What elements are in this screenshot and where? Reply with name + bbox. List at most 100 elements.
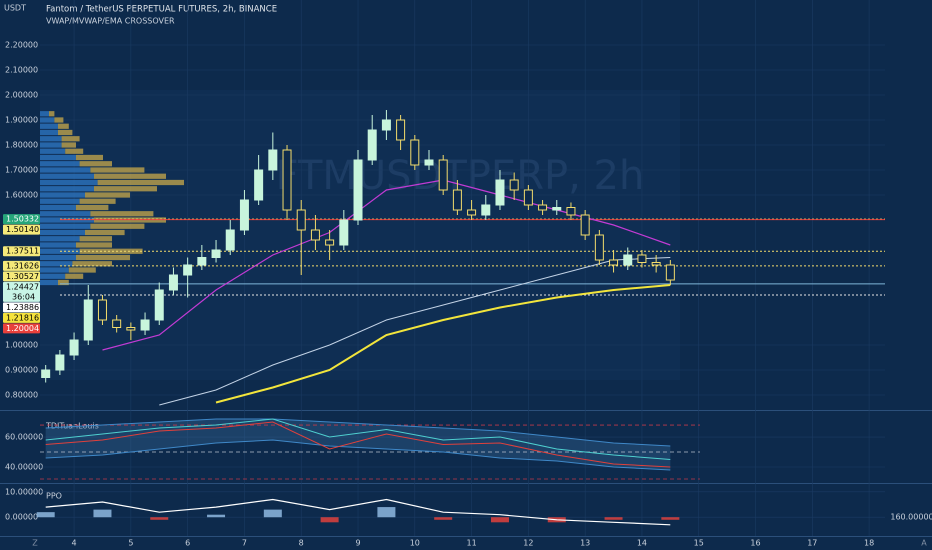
y-tick-label: 10.00000 [5, 487, 43, 496]
indicator-line [45, 418, 671, 460]
volume-profile-bar [40, 198, 80, 204]
price-marker [3, 246, 40, 257]
histogram-bar [434, 517, 453, 520]
volume-profile-bar [65, 148, 84, 154]
histogram-bar [377, 507, 396, 518]
histogram-bar [150, 517, 169, 520]
histogram-bar [661, 517, 680, 520]
candle-body [282, 149, 292, 211]
band-fill [45, 419, 671, 471]
volume-profile-bar [40, 223, 91, 229]
volume-profile-bar [90, 167, 145, 173]
candle-body [637, 254, 647, 263]
y-tick-label: 40.00000 [5, 463, 43, 472]
x-tick-label: 13 [580, 539, 590, 548]
volume-profile-bar [54, 117, 64, 123]
price-marker-label: 1.24427 [6, 282, 39, 291]
volume-profile-bar [40, 117, 55, 123]
candle-body [452, 189, 462, 211]
x-tick-label: 14 [637, 539, 647, 548]
price-marker [3, 271, 40, 282]
right-scale-label: 160.00000 [890, 513, 932, 522]
volume-profile-bar [85, 192, 130, 198]
pane-title: PPO [46, 492, 62, 501]
volume-profile-bar [40, 142, 62, 148]
candle-body [538, 204, 548, 211]
chart-subtitle: VWAP/MVWAP/EMA CROSSOVER [46, 17, 175, 26]
toolbar-button[interactable]: A [921, 539, 927, 548]
x-tick-label: 17 [807, 539, 817, 548]
volume-profile-bar [58, 129, 73, 136]
candle-body [381, 119, 391, 131]
price-marker [3, 224, 40, 235]
volume-profile-bar [49, 111, 55, 117]
price-marker-label: 1.20004 [6, 324, 39, 333]
candle-body [523, 189, 533, 206]
candle-body [353, 159, 363, 221]
candle-body [396, 119, 406, 141]
candle-body [651, 262, 661, 266]
candle-body [467, 209, 477, 216]
pane-title: TDITuanLouis [45, 422, 99, 431]
price-marker [3, 323, 40, 334]
price-marker [3, 214, 40, 225]
volume-profile-bar [40, 248, 80, 254]
candle-body [211, 249, 221, 258]
volume-profile-bar [79, 161, 112, 167]
x-tick-label: 5 [128, 539, 133, 548]
candle-body [239, 199, 249, 231]
candle-body [225, 229, 235, 251]
volume-profile-bar [65, 273, 84, 279]
volume-profile-bar [90, 211, 154, 217]
candle-body [410, 139, 420, 166]
candle-body [665, 264, 675, 281]
candle-body [609, 259, 619, 266]
volume-profile-bar [40, 204, 76, 211]
volume-profile-bar [40, 167, 91, 173]
price-marker-label: 1.30527 [6, 272, 39, 281]
countdown-label: 36:04 [12, 292, 35, 301]
y-tick-label: 60.00000 [5, 433, 43, 442]
volume-profile-bar [40, 267, 69, 273]
histogram-bar [207, 514, 226, 518]
x-tick-label: 10 [410, 539, 420, 548]
x-tick-label: 15 [694, 539, 704, 548]
histogram-bar [604, 517, 623, 520]
volume-profile-bar [79, 236, 112, 242]
toolbar-button[interactable]: Z [32, 539, 38, 548]
volume-profile-bar [76, 254, 130, 261]
volume-profile-bar [40, 179, 98, 186]
candle-body [168, 274, 178, 291]
candle-body [594, 234, 604, 261]
price-marker-label: 1.23886 [6, 303, 39, 312]
volume-profile-bar [40, 136, 62, 142]
volume-profile-bar [58, 123, 69, 129]
volume-profile-bar [40, 173, 94, 179]
y-tick-label: 1.90000 [5, 116, 38, 125]
volume-profile-bar [58, 279, 69, 286]
candle-body [552, 207, 562, 211]
volume-profile-bar [40, 242, 76, 248]
candle-body [495, 179, 505, 206]
histogram-bar [263, 509, 282, 518]
indicator-line [45, 439, 671, 471]
volume-profile-bar [40, 129, 58, 136]
x-tick-label: 6 [185, 539, 190, 548]
price-marker [3, 260, 40, 271]
volume-profile-bar [85, 229, 125, 236]
y-tick-label: 1.80000 [5, 141, 38, 150]
indicator-line [159, 257, 671, 406]
volume-profile-bar [40, 148, 66, 154]
price-marker-label: 1.31626 [6, 261, 39, 270]
price-marker-label: 1.21816 [6, 313, 39, 322]
volume-profile-bar [76, 204, 109, 211]
price-marker [3, 281, 40, 302]
y-tick-label: 2.20000 [5, 41, 38, 50]
y-tick-label: 1.00000 [5, 341, 38, 350]
candle-body [254, 169, 264, 201]
x-tick-label: 11 [466, 539, 476, 548]
candle-body [310, 229, 320, 241]
y-tick-label: 0.90000 [5, 366, 38, 375]
volume-profile-bar [94, 186, 157, 192]
